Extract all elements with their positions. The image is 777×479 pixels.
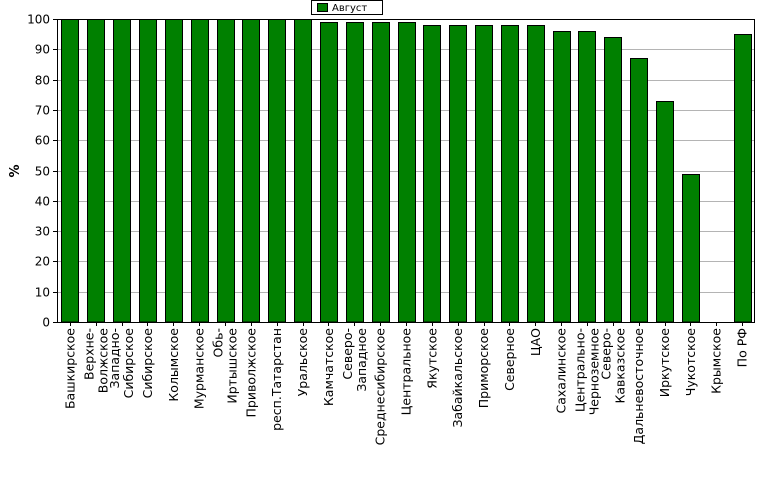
y-tick-label: 60 <box>35 134 50 148</box>
bar <box>501 25 519 323</box>
y-tick-label: 80 <box>35 74 50 88</box>
x-tick-label: Северо-Кавказское <box>598 328 627 404</box>
y-tick-label: 50 <box>35 165 50 179</box>
x-tick-label: Иркутское <box>657 328 672 398</box>
bar <box>423 25 441 323</box>
bar <box>191 19 209 323</box>
y-tick-label: 40 <box>35 195 50 209</box>
bar <box>165 19 183 323</box>
x-tick-label: Приморское <box>476 328 491 409</box>
bar <box>527 25 545 323</box>
bar <box>449 25 467 323</box>
bar <box>320 22 338 323</box>
bar <box>139 19 157 323</box>
bar <box>346 22 364 323</box>
bar <box>553 31 571 323</box>
bar <box>87 19 105 323</box>
x-tick-label: Северное <box>502 328 517 391</box>
x-tick-label: Крымское <box>709 328 724 394</box>
x-tick-label: Сибирское <box>140 328 155 399</box>
x-tick-label: Верхне-Волжское <box>81 328 110 394</box>
x-tick-label: Забайкальское <box>450 328 465 428</box>
bar <box>682 174 700 323</box>
legend-box <box>311 0 383 15</box>
bar <box>242 19 260 323</box>
x-tick-label: Западно-Сибирское <box>107 328 136 399</box>
x-tick-label: Дальневосточное <box>631 328 646 445</box>
bar <box>217 19 235 323</box>
y-axis-label: % <box>8 164 23 177</box>
x-tick-label: Среднесибирское <box>373 328 388 446</box>
y-tick-label: 90 <box>35 43 50 57</box>
x-tick-label: ЦАО <box>528 328 543 356</box>
y-tick-label: 0 <box>42 316 50 330</box>
y-tick-label: 10 <box>35 286 50 300</box>
legend: Август <box>311 0 383 15</box>
x-tick-label: Уральское <box>295 328 310 397</box>
x-tick-label: респ.Татарстан <box>269 328 284 431</box>
y-tick-label: 70 <box>35 104 50 118</box>
bar <box>475 25 493 323</box>
y-tick-label: 100 <box>27 13 50 27</box>
bar <box>578 31 596 323</box>
x-tick-label: По РФ <box>735 328 750 368</box>
x-tick-label: Центрально-Черноземное <box>572 328 601 416</box>
bar <box>372 22 390 323</box>
x-tick-label: Северо-Западное <box>340 328 369 392</box>
x-axis: Башкирское Верхне-ВолжскоеЗападно-Сибирск… <box>62 322 750 446</box>
bar <box>398 22 416 323</box>
legend-label: Август <box>332 3 367 14</box>
bar <box>656 101 674 323</box>
x-tick-label: Обь-Иртышское <box>211 328 240 404</box>
bar <box>294 19 312 323</box>
x-tick-label: Мурманское <box>192 328 207 409</box>
bar <box>630 58 648 323</box>
x-tick-label: Центральное <box>399 328 414 416</box>
bar <box>61 19 79 323</box>
x-tick-label: Колымское <box>166 328 181 402</box>
bar <box>268 19 286 323</box>
x-tick-label: Сахалинское <box>554 328 569 414</box>
x-tick-label: Чукотское <box>683 328 698 397</box>
x-tick-label: Приволжское <box>243 328 258 418</box>
bar <box>113 19 131 323</box>
y-axis: 0 10 20 30 40 50 60 70 80 90 100 <box>27 13 57 330</box>
bar <box>604 37 622 323</box>
y-tick-label: 20 <box>35 255 50 269</box>
legend-swatch <box>317 3 328 12</box>
bar-series <box>61 19 752 323</box>
y-tick-label: 30 <box>35 225 50 239</box>
x-tick-label: Камчатское <box>321 328 336 406</box>
x-tick-label: Башкирское <box>62 328 77 409</box>
x-tick-label: Якутское <box>424 328 439 389</box>
bar <box>734 34 752 323</box>
